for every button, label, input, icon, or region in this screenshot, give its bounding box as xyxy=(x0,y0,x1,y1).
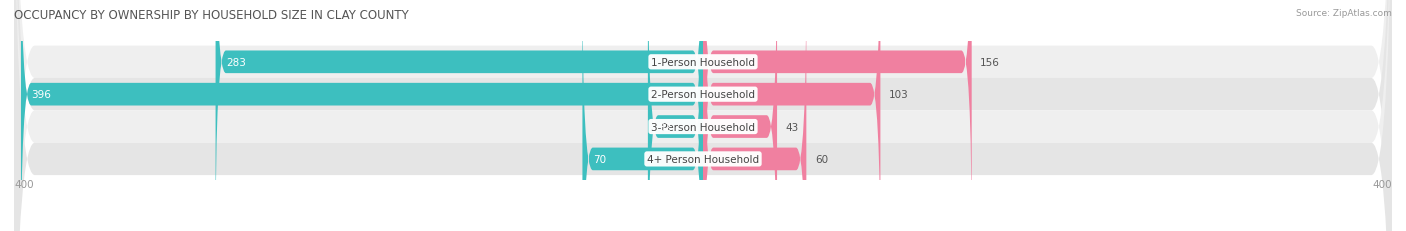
Text: 283: 283 xyxy=(226,58,246,67)
FancyBboxPatch shape xyxy=(14,0,1392,231)
Text: 4+ Person Household: 4+ Person Household xyxy=(647,154,759,164)
FancyBboxPatch shape xyxy=(14,0,1392,231)
FancyBboxPatch shape xyxy=(703,0,778,231)
FancyBboxPatch shape xyxy=(582,0,703,231)
FancyBboxPatch shape xyxy=(215,0,703,231)
Legend: Owner-occupied, Renter-occupied: Owner-occupied, Renter-occupied xyxy=(593,229,813,231)
FancyBboxPatch shape xyxy=(14,0,1392,231)
Text: 3-Person Household: 3-Person Household xyxy=(651,122,755,132)
Text: 2-Person Household: 2-Person Household xyxy=(651,90,755,100)
FancyBboxPatch shape xyxy=(21,0,703,231)
FancyBboxPatch shape xyxy=(703,0,972,231)
FancyBboxPatch shape xyxy=(14,0,1392,231)
FancyBboxPatch shape xyxy=(703,0,807,231)
Text: OCCUPANCY BY OWNERSHIP BY HOUSEHOLD SIZE IN CLAY COUNTY: OCCUPANCY BY OWNERSHIP BY HOUSEHOLD SIZE… xyxy=(14,9,409,22)
Text: 60: 60 xyxy=(815,154,828,164)
Text: Source: ZipAtlas.com: Source: ZipAtlas.com xyxy=(1296,9,1392,18)
Text: 32: 32 xyxy=(658,122,672,132)
Text: 43: 43 xyxy=(786,122,799,132)
Text: 70: 70 xyxy=(593,154,606,164)
Text: 156: 156 xyxy=(980,58,1000,67)
Text: 400: 400 xyxy=(1372,179,1392,189)
Text: 103: 103 xyxy=(889,90,908,100)
FancyBboxPatch shape xyxy=(648,0,703,231)
Text: 1-Person Household: 1-Person Household xyxy=(651,58,755,67)
Text: 400: 400 xyxy=(14,179,34,189)
Text: 396: 396 xyxy=(31,90,51,100)
FancyBboxPatch shape xyxy=(703,0,880,231)
